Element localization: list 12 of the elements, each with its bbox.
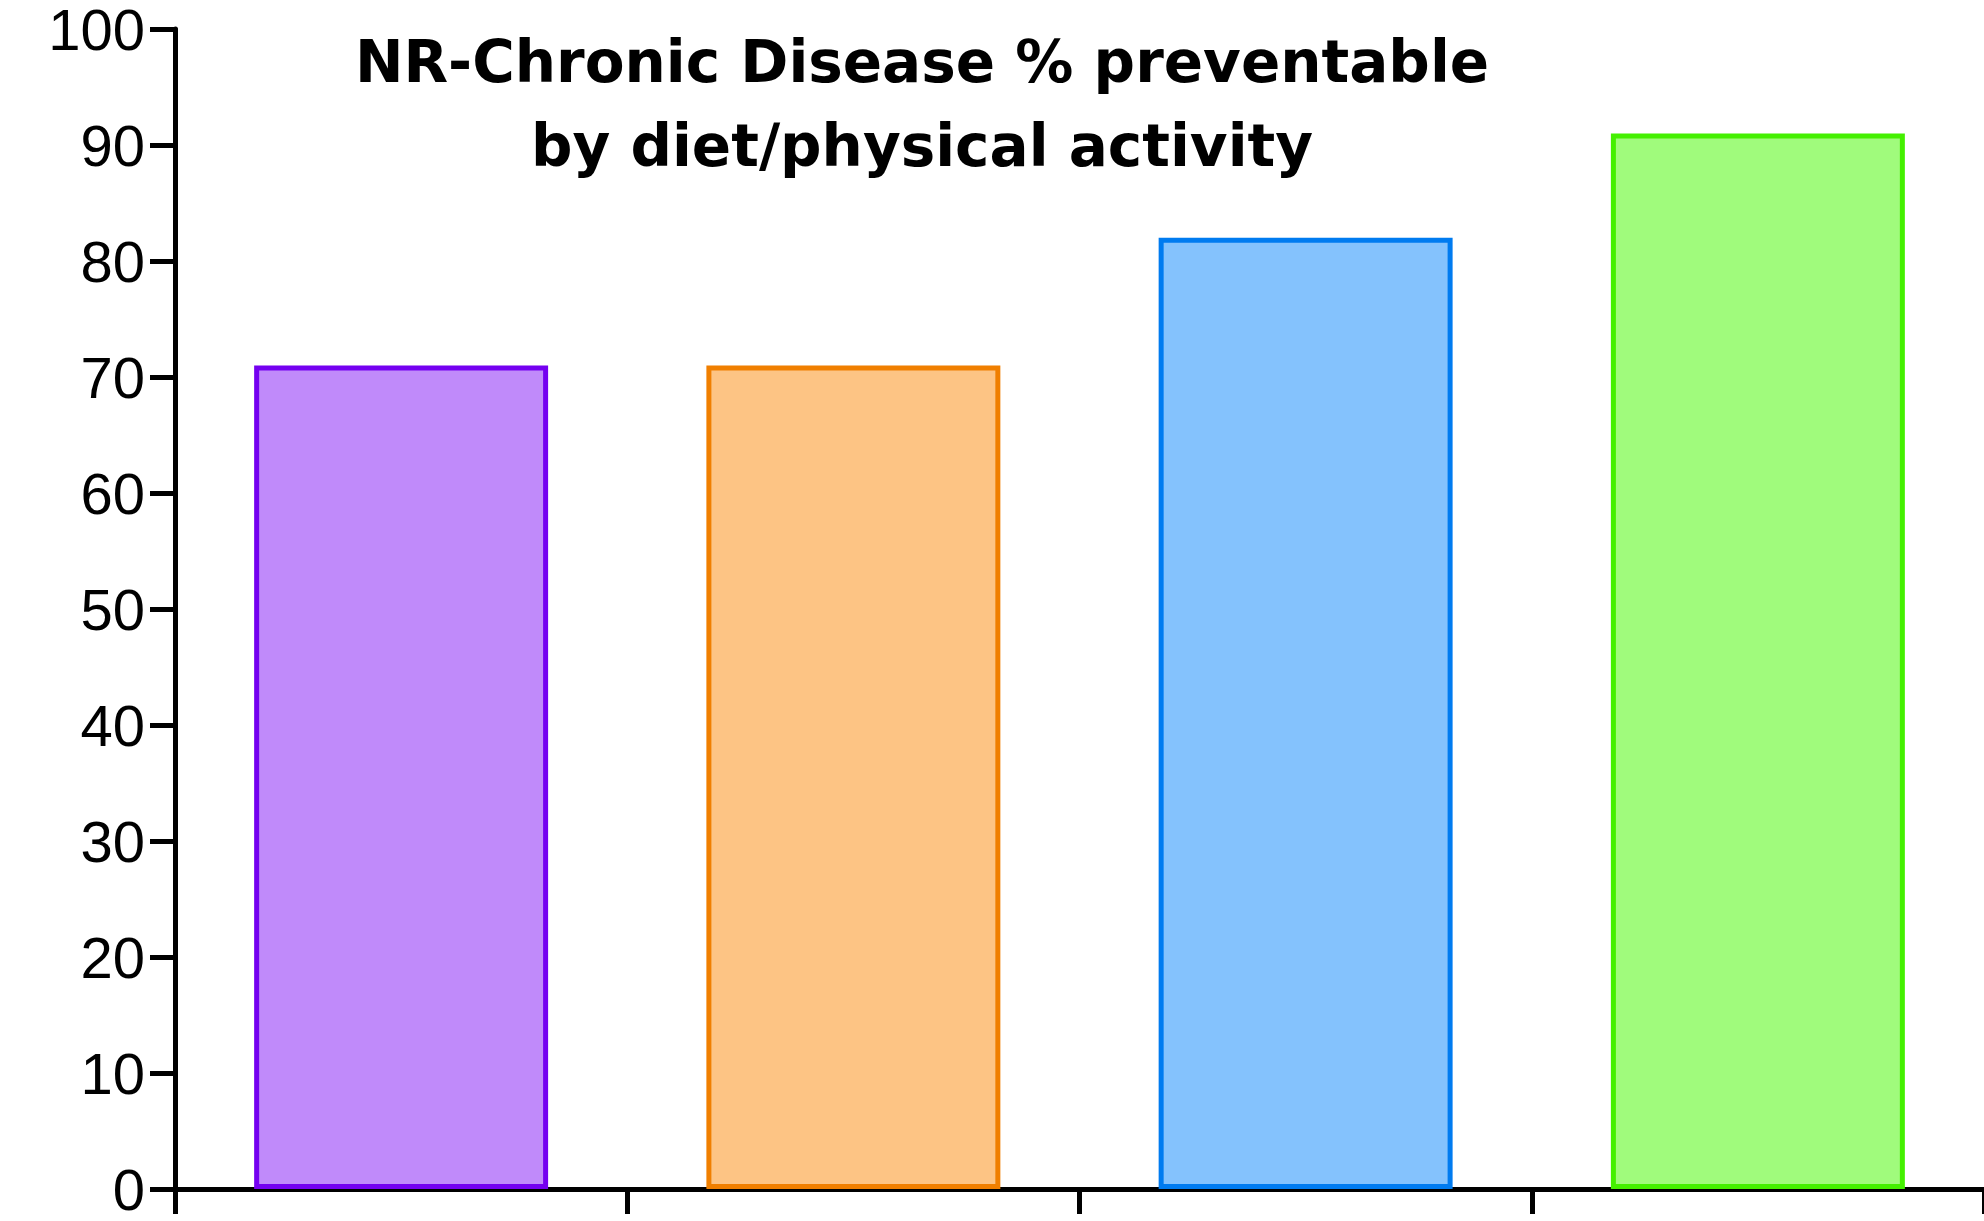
y-tick-label: 80 — [80, 228, 145, 294]
y-tick-label: 0 — [112, 1156, 145, 1221]
y-tick-label: 40 — [80, 692, 145, 758]
y-tick-label: 20 — [80, 924, 145, 990]
y-tick-label: 50 — [80, 576, 145, 642]
text: NR-Chronic Disease % preventable by diet/physical activity — [354, 28, 1490, 180]
y-tick-label: 70 — [80, 344, 145, 410]
y-tick-label: 100 — [48, 0, 145, 62]
y-tick-label: 10 — [80, 1040, 145, 1106]
y-tick-label: 60 — [80, 460, 145, 526]
y-tick-label: 90 — [80, 112, 145, 178]
y-tick-label: 30 — [80, 808, 145, 874]
